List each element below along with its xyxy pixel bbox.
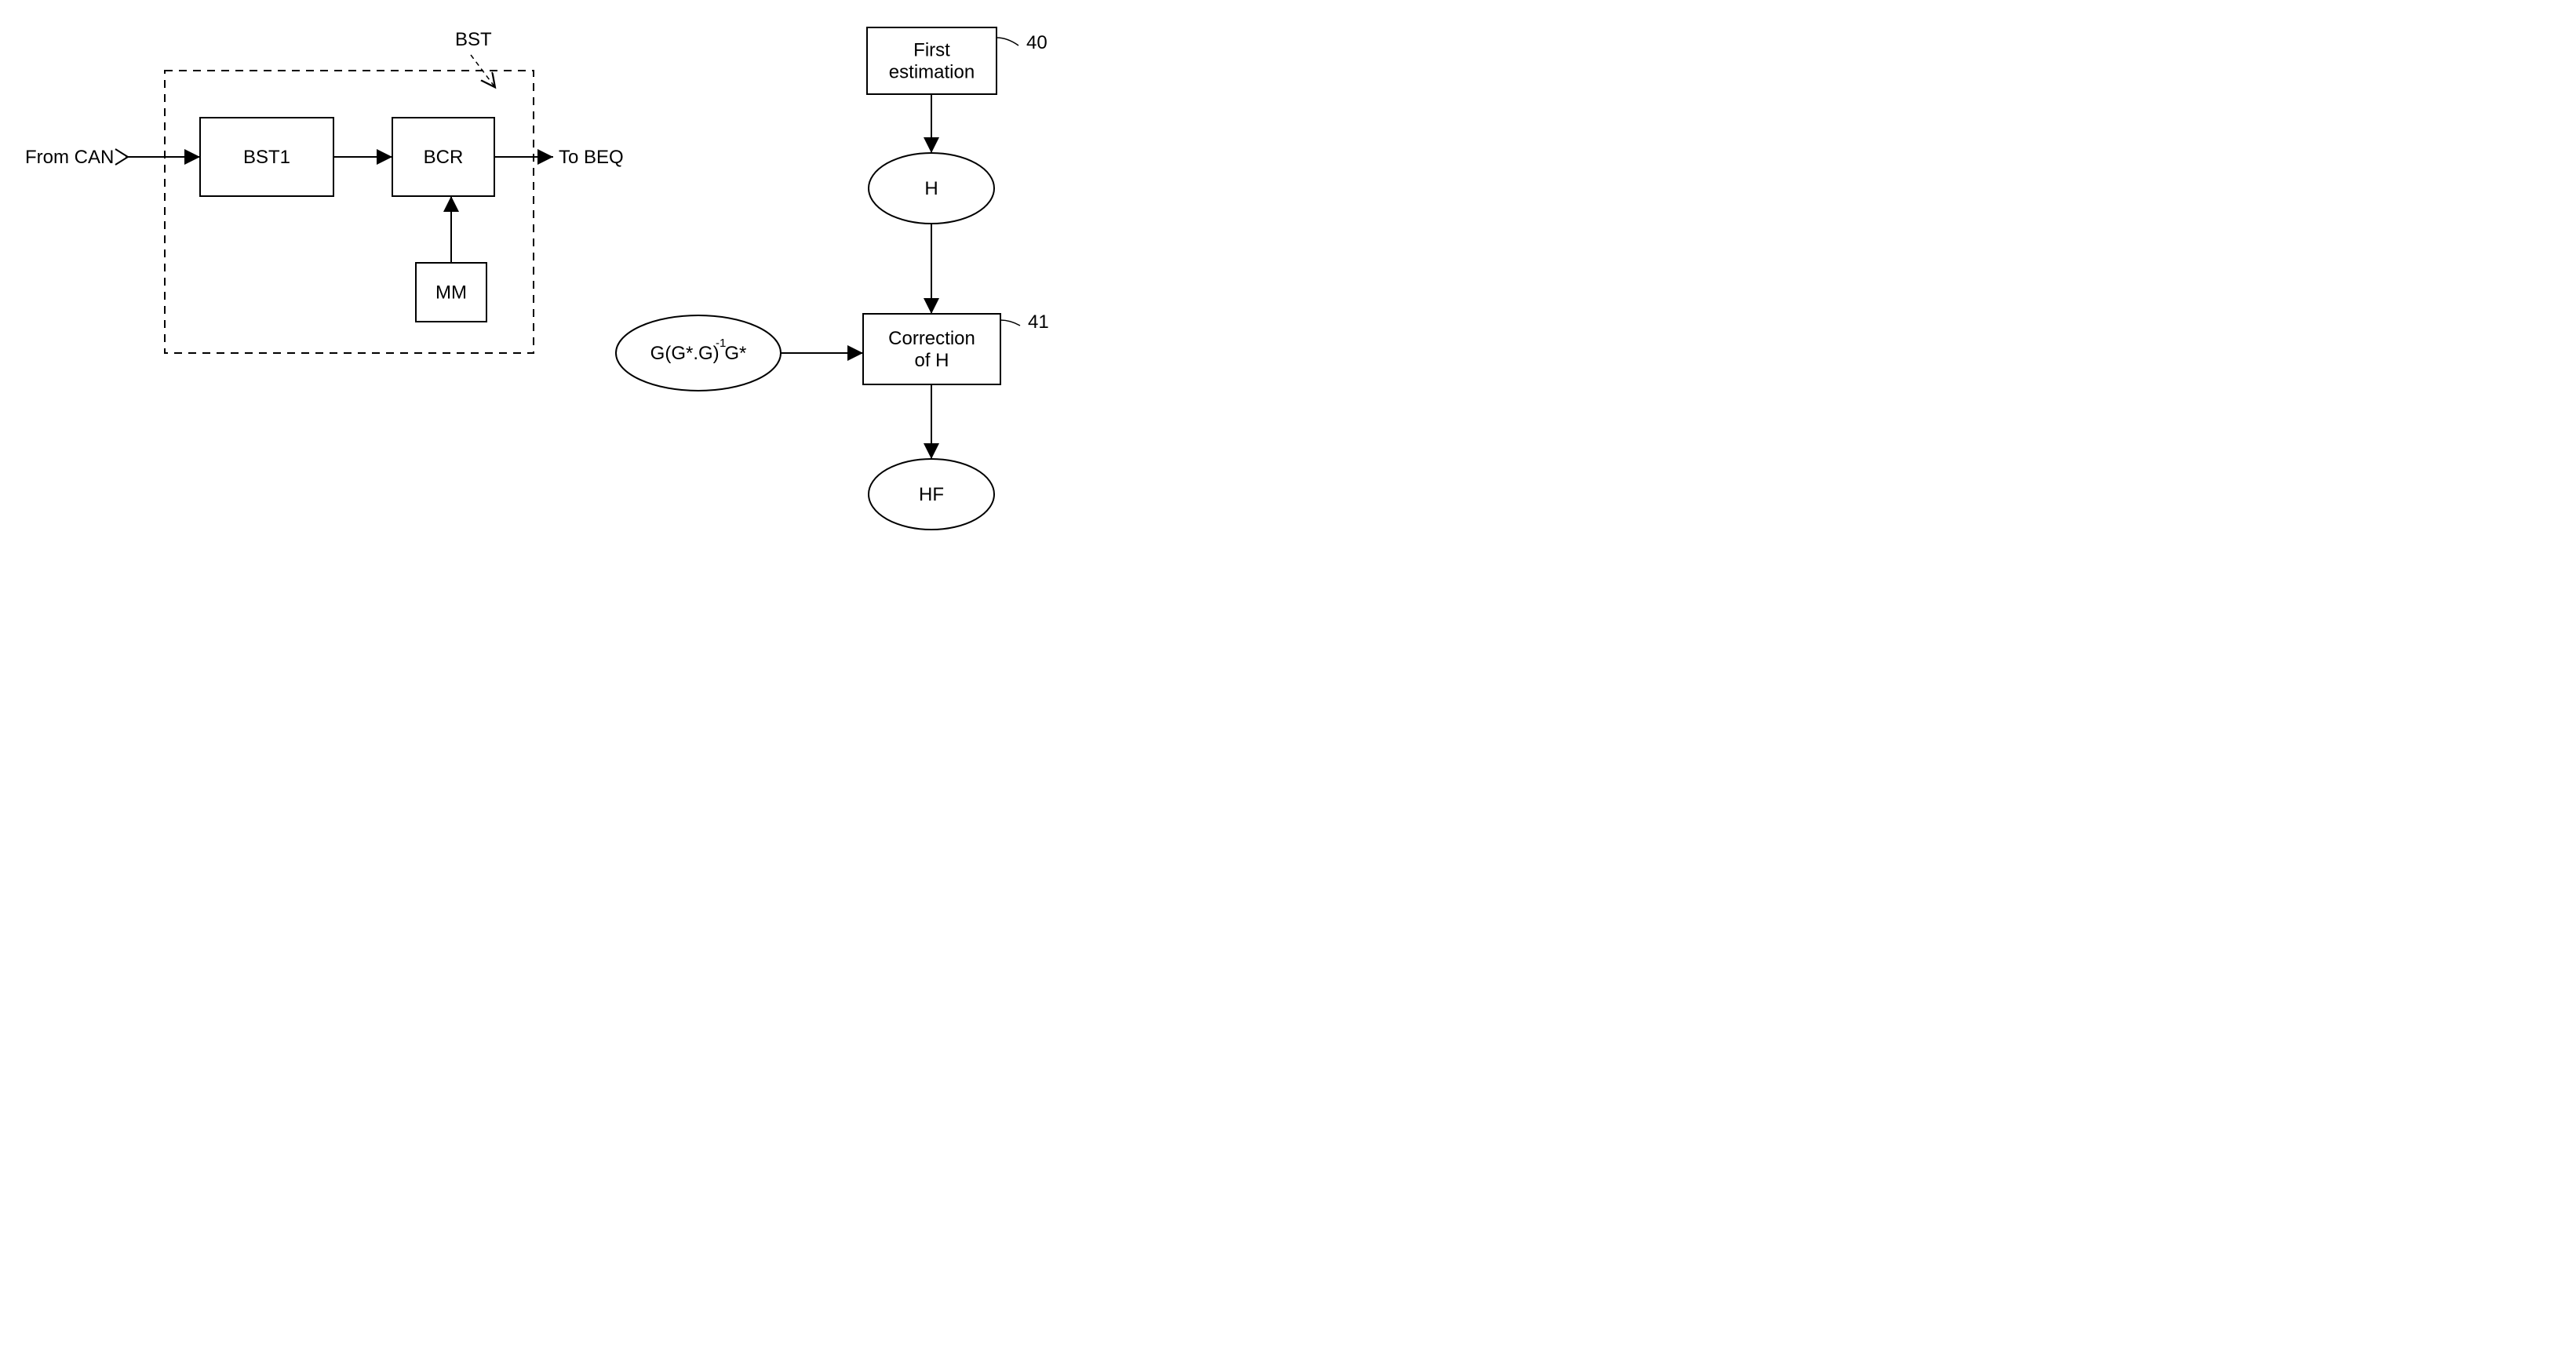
ref-leader-1 [1000, 320, 1020, 326]
ref-41-label: 41 [1028, 311, 1049, 333]
correction-label-1: Correction [888, 328, 975, 349]
ref-leader-0 [997, 38, 1018, 46]
bst1-block-label: BST1 [243, 147, 290, 168]
g-exp-label: -1 [716, 337, 726, 350]
first-estimation-label-2: estimation [889, 62, 975, 83]
to-beq-label: To BEQ [559, 147, 624, 168]
bst-container [165, 71, 534, 353]
first-estimation-label-1: First [913, 40, 950, 61]
h-label: H [924, 178, 938, 199]
diagram-canvas: BST BST1 BCR MM From CAN To BEQ Firstestimatio… [0, 0, 1177, 628]
correction-block [863, 314, 1000, 384]
hf-label: HF [919, 484, 944, 505]
correction-label-2: of H [914, 350, 949, 371]
from-can-label: From CAN [25, 147, 114, 168]
first-estimation-block [867, 27, 997, 94]
mm-block-label: MM [435, 282, 467, 304]
g-label: G(G*.G) G* [650, 343, 747, 364]
bcr-block-label: BCR [424, 147, 464, 168]
ref-40-label: 40 [1026, 32, 1048, 53]
bst-label: BST [455, 29, 492, 50]
